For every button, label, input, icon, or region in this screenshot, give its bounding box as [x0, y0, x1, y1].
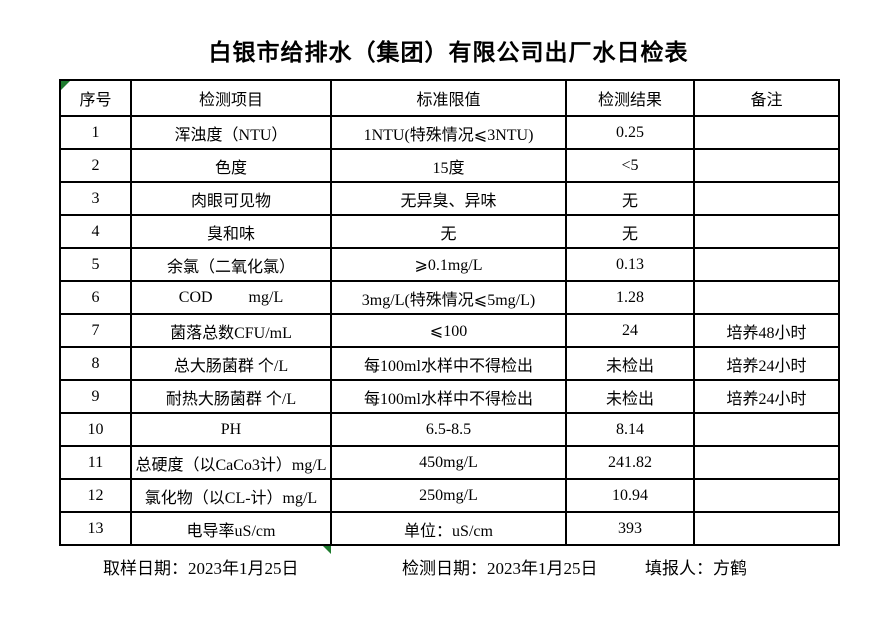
test-results-table: 序号 检测项目 标准限值 检测结果 备注 1 浑浊度（NTU） 1NTU(特殊情…	[59, 79, 840, 546]
cell-standard-limit: 450mg/L	[330, 445, 567, 480]
cell-remark: 培养24小时	[693, 346, 840, 381]
cell-row-number: 1	[59, 115, 132, 150]
table-row: 13 电导率uS/cm 单位：uS/cm 393	[59, 511, 840, 546]
table-row: 7 菌落总数CFU/mL ⩽100 24 培养48小时	[59, 313, 840, 348]
cell-remark	[693, 280, 840, 315]
cell-standard-limit: 无异臭、异味	[330, 181, 567, 216]
table-row: 3 肉眼可见物 无异臭、异味 无	[59, 181, 840, 216]
cell-test-item: 耐热大肠菌群 个/L	[130, 379, 332, 414]
cell-standard-limit: ⩾0.1mg/L	[330, 247, 567, 282]
cell-test-result: 无	[565, 181, 695, 216]
cell-standard-limit: 15度	[330, 148, 567, 183]
table-row: 9 耐热大肠菌群 个/L 每100ml水样中不得检出 未检出 培养24小时	[59, 379, 840, 414]
cell-test-item: COD mg/L	[130, 280, 332, 315]
table-row: 1 浑浊度（NTU） 1NTU(特殊情况⩽3NTU) 0.25	[59, 115, 840, 150]
table-row: 5 余氯（二氧化氯） ⩾0.1mg/L 0.13	[59, 247, 840, 282]
cell-test-result: 1.28	[565, 280, 695, 315]
cell-test-result: 24	[565, 313, 695, 348]
cell-remark	[693, 181, 840, 216]
table-row: 4 臭和味 无 无	[59, 214, 840, 249]
cell-test-result: 无	[565, 214, 695, 249]
cell-test-result: 未检出	[565, 379, 695, 414]
cell-row-number: 12	[59, 478, 132, 513]
table-row: 6 COD mg/L 3mg/L(特殊情况⩽5mg/L) 1.28	[59, 280, 840, 315]
cell-test-result: 241.82	[565, 445, 695, 480]
cell-test-item: 氯化物（以CL-计）mg/L	[130, 478, 332, 513]
cell-test-item: 浑浊度（NTU）	[130, 115, 332, 150]
cell-standard-limit: 6.5-8.5	[330, 412, 567, 447]
cell-remark	[693, 148, 840, 183]
excel-corner-marker-icon	[61, 81, 70, 90]
cell-remark	[693, 478, 840, 513]
cell-test-item: 总硬度（以CaCo3计）mg/L	[130, 445, 332, 480]
cell-remark	[693, 511, 840, 546]
cell-row-number: 6	[59, 280, 132, 315]
cell-row-number: 9	[59, 379, 132, 414]
table-row: 8 总大肠菌群 个/L 每100ml水样中不得检出 未检出 培养24小时	[59, 346, 840, 381]
cell-test-result: 393	[565, 511, 695, 546]
table-body: 1 浑浊度（NTU） 1NTU(特殊情况⩽3NTU) 0.25 2 色度 15度…	[59, 115, 840, 546]
cell-test-result: 8.14	[565, 412, 695, 447]
cell-remark	[693, 247, 840, 282]
table-row: 11 总硬度（以CaCo3计）mg/L 450mg/L 241.82	[59, 445, 840, 480]
cell-standard-limit: 每100ml水样中不得检出	[330, 346, 567, 381]
cell-test-item: 臭和味	[130, 214, 332, 249]
cell-remark: 培养24小时	[693, 379, 840, 414]
cell-test-result: 0.13	[565, 247, 695, 282]
cell-standard-limit: 250mg/L	[330, 478, 567, 513]
cell-row-number: 4	[59, 214, 132, 249]
cell-test-result: 10.94	[565, 478, 695, 513]
cell-standard-limit: ⩽100	[330, 313, 567, 348]
cell-standard-limit: 每100ml水样中不得检出	[330, 379, 567, 414]
cell-remark: 培养48小时	[693, 313, 840, 348]
cell-row-number: 13	[59, 511, 132, 546]
cell-row-number: 2	[59, 148, 132, 183]
cell-test-result: 0.25	[565, 115, 695, 150]
cell-test-result: <5	[565, 148, 695, 183]
cell-test-item: 色度	[130, 148, 332, 183]
column-header-no: 序号	[59, 79, 132, 117]
sampling-date-text: 取样日期：2023年1月25日	[103, 559, 299, 578]
cell-row-number: 3	[59, 181, 132, 216]
page-title: 白银市给排水（集团）有限公司出厂水日检表	[208, 40, 689, 65]
cell-test-item: 菌落总数CFU/mL	[130, 313, 332, 348]
cell-row-number: 10	[59, 412, 132, 447]
cell-remark	[693, 412, 840, 447]
table-row: 10 PH 6.5-8.5 8.14	[59, 412, 840, 447]
reporter-text: 填报人：方鹤	[645, 559, 747, 578]
cell-test-result: 未检出	[565, 346, 695, 381]
header-row: 序号 检测项目 标准限值 检测结果 备注	[59, 79, 840, 117]
cell-remark	[693, 214, 840, 249]
column-header-standard: 标准限值	[330, 79, 567, 117]
report-footer: 取样日期：2023年1月25日 检测日期：2023年1月25日 填报人：方鹤	[0, 554, 871, 578]
table-row: 2 色度 15度 <5	[59, 148, 840, 183]
cell-row-number: 5	[59, 247, 132, 282]
column-header-result: 检测结果	[565, 79, 695, 117]
cell-row-number: 11	[59, 445, 132, 480]
cell-test-item: 电导率uS/cm	[130, 511, 332, 546]
cell-test-item: 余氯（二氧化氯）	[130, 247, 332, 282]
cell-row-number: 8	[59, 346, 132, 381]
column-header-remark: 备注	[693, 79, 840, 117]
excel-selection-marker-icon	[323, 546, 331, 554]
cell-standard-limit: 3mg/L(特殊情况⩽5mg/L)	[330, 280, 567, 315]
table-row: 12 氯化物（以CL-计）mg/L 250mg/L 10.94	[59, 478, 840, 513]
cell-remark	[693, 115, 840, 150]
cell-test-item: PH	[130, 412, 332, 447]
cell-test-item: 肉眼可见物	[130, 181, 332, 216]
cell-remark	[693, 445, 840, 480]
table-header: 序号 检测项目 标准限值 检测结果 备注	[59, 79, 840, 117]
column-header-item: 检测项目	[130, 79, 332, 117]
cell-standard-limit: 1NTU(特殊情况⩽3NTU)	[330, 115, 567, 150]
cell-row-number: 7	[59, 313, 132, 348]
cell-standard-limit: 无	[330, 214, 567, 249]
cell-standard-limit: 单位：uS/cm	[330, 511, 567, 546]
cell-test-item: 总大肠菌群 个/L	[130, 346, 332, 381]
test-date-text: 检测日期：2023年1月25日	[402, 559, 598, 578]
